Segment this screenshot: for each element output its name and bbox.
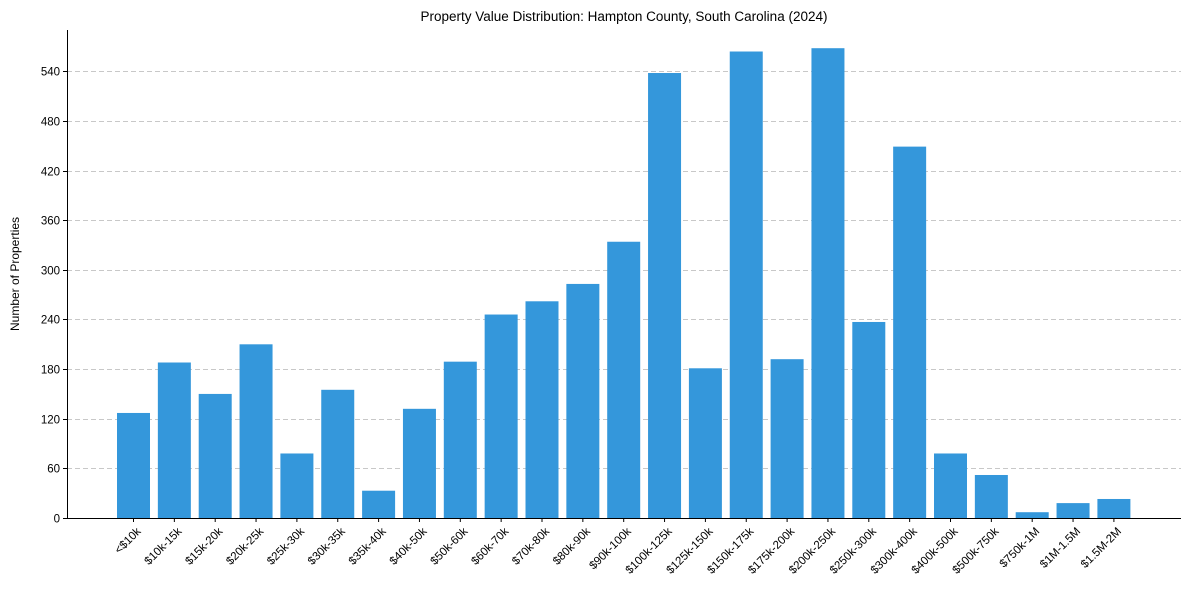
- bar-$60k-70k: [484, 314, 518, 518]
- y-tick-label-120: 120: [41, 415, 60, 427]
- bar-<$10k: [117, 412, 150, 518]
- bar-$70k-80k: [525, 301, 559, 518]
- y-tick-label-420: 420: [41, 167, 60, 179]
- x-tick-labels: <$10k$10k-15k$15k-20k$20k-25k$25k-30k$30…: [113, 518, 1124, 577]
- bar-$175k-200k: [770, 359, 804, 518]
- x-tick-label-2: $15k-20k: [183, 525, 225, 567]
- y-tick-label-0: 0: [54, 514, 60, 526]
- x-tick-label-9: $60k-70k: [469, 525, 511, 567]
- bar-$90k-100k: [607, 241, 641, 519]
- x-tick-label-23: $1M-1.5M: [1038, 526, 1083, 571]
- bar-$25k-30k: [280, 453, 314, 518]
- bar-$750k-1M: [1015, 512, 1049, 518]
- x-tick-label-7: $40k-50k: [388, 525, 430, 567]
- y-tick-label-300: 300: [41, 266, 60, 278]
- bar-$150k-175k: [729, 51, 763, 518]
- bar-$400k-500k: [934, 453, 967, 518]
- bar-$40k-50k: [402, 408, 436, 518]
- bar-$100k-125k: [648, 73, 682, 518]
- bar-$200k-250k: [811, 48, 845, 518]
- y-tick-labels: 0 60 120 180 240 300 360 420 480 540: [41, 67, 67, 526]
- y-tick-label-480: 480: [41, 117, 60, 129]
- bar-$125k-150k: [688, 368, 722, 518]
- x-tick-label-11: $80k-90k: [551, 525, 593, 567]
- x-tick-label-6: $35k-40k: [347, 525, 389, 567]
- bar-$35k-40k: [362, 490, 396, 518]
- y-tick-label-240: 240: [41, 315, 60, 327]
- x-tick-label-24: $1.5M-2M: [1079, 526, 1124, 571]
- bar-$15k-20k: [198, 393, 232, 518]
- y-tick-label-180: 180: [41, 365, 60, 377]
- bar-$250k-300k: [852, 321, 886, 518]
- x-tick-label-0: <$10k: [113, 525, 144, 556]
- x-tick-label-5: $30k-35k: [306, 525, 348, 567]
- bar-$500k-750k: [974, 474, 1008, 518]
- bar-$50k-60k: [443, 361, 477, 518]
- x-tick-label-4: $25k-30k: [265, 525, 307, 567]
- bar-$80k-90k: [566, 283, 600, 518]
- chart-title: Property Value Distribution: Hampton Cou…: [421, 9, 828, 24]
- bar-$10k-15k: [157, 362, 191, 518]
- bar-$1M-1.5M: [1056, 503, 1090, 518]
- y-axis-label: Number of Properties: [8, 217, 22, 331]
- x-tick-label-22: $750k-1M: [998, 526, 1043, 571]
- x-tick-label-1: $10k-15k: [143, 525, 185, 567]
- x-tick-label-8: $50k-60k: [428, 525, 470, 567]
- bar-$20k-25k: [239, 344, 273, 518]
- x-tick-label-3: $20k-25k: [224, 525, 266, 567]
- bar-$1.5M-2M: [1097, 498, 1131, 518]
- x-tick-label-10: $70k-80k: [510, 525, 552, 567]
- y-tick-label-60: 60: [47, 464, 60, 476]
- y-tick-label-360: 360: [41, 216, 60, 228]
- bar-$30k-35k: [321, 389, 355, 518]
- y-tick-label-540: 540: [41, 67, 60, 79]
- bar-$300k-400k: [893, 146, 927, 518]
- bars: [117, 48, 1131, 519]
